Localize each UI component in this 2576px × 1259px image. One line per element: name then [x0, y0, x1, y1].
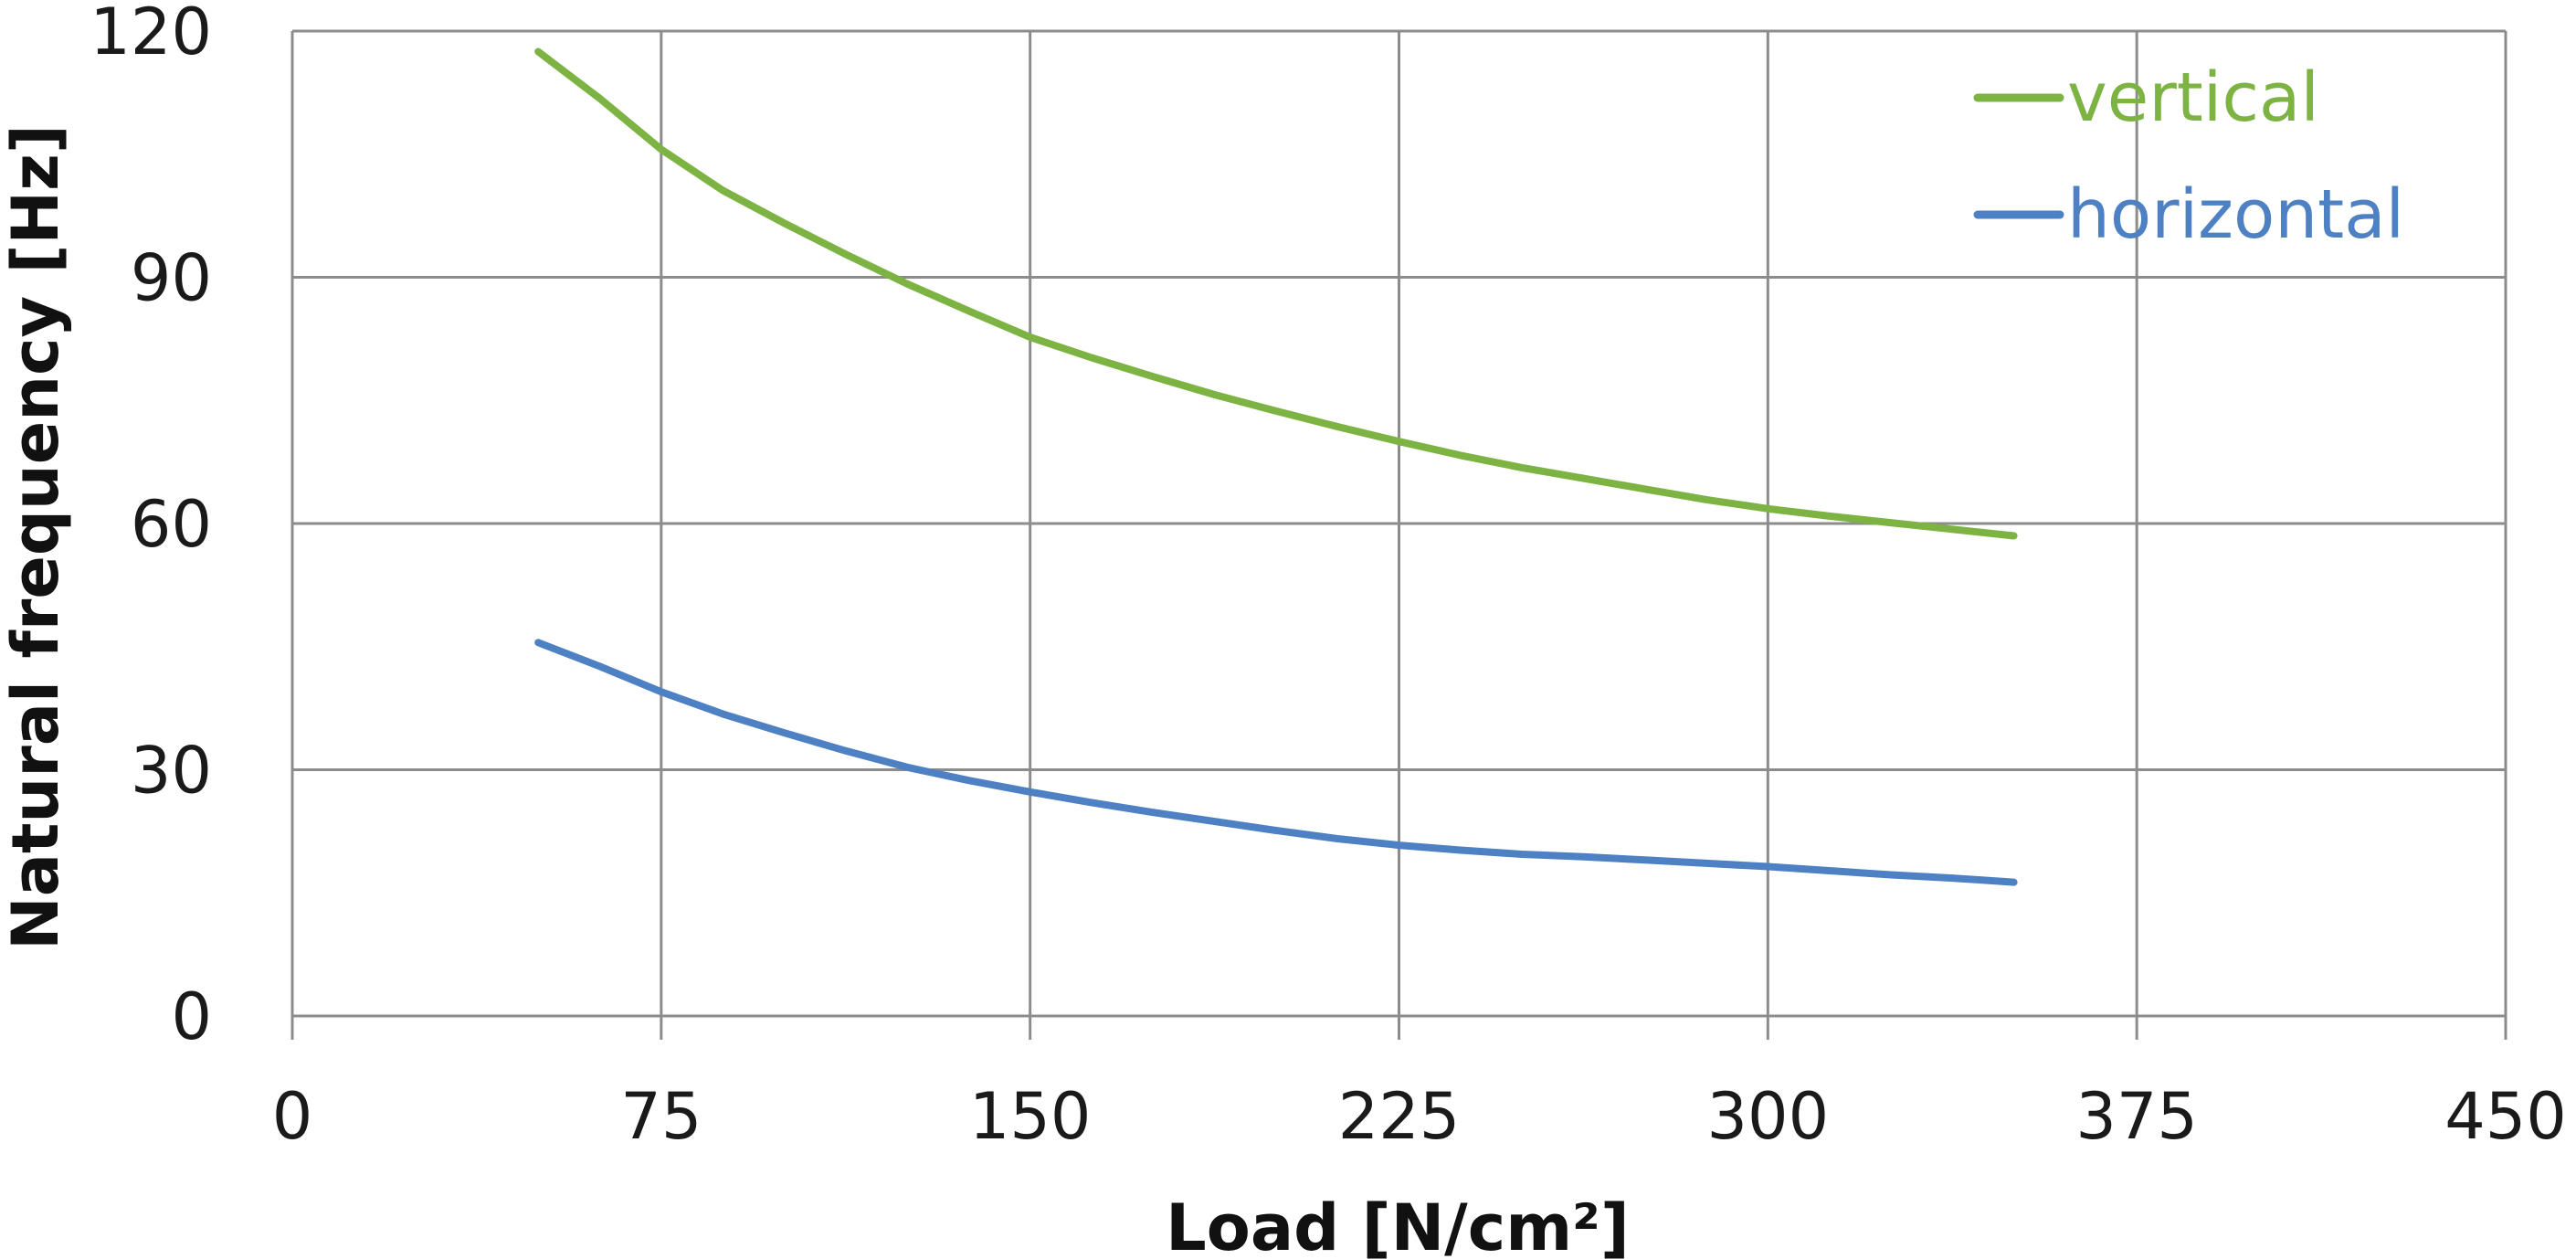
x-tick-label: 75	[620, 1079, 702, 1154]
x-tick-label: 300	[1707, 1079, 1830, 1154]
x-tick-label: 450	[2444, 1079, 2567, 1154]
y-tick-label: 90	[131, 241, 212, 316]
x-tick-label: 225	[1338, 1079, 1461, 1154]
legend-label-vertical: vertical	[2067, 58, 2319, 137]
grid	[290, 29, 2507, 1040]
y-axis-title: Natural frequency [Hz]	[0, 124, 73, 950]
x-axis-tick-labels: 0 75 150 225 300 375 450	[272, 1079, 2567, 1154]
x-tick-label: 0	[272, 1079, 313, 1154]
legend-label-horizontal: horizontal	[2067, 175, 2404, 254]
y-tick-label: 120	[90, 0, 212, 69]
y-axis-tick-labels: 0 30 60 90 120	[90, 0, 212, 1054]
x-tick-label: 150	[969, 1079, 1092, 1154]
y-tick-label: 30	[131, 734, 212, 809]
series-lines	[534, 48, 2018, 886]
legend: vertical horizontal	[1973, 58, 2404, 254]
y-tick-label: 60	[131, 487, 212, 562]
x-tick-label: 375	[2075, 1079, 2198, 1154]
series-line-vertical	[534, 48, 2018, 540]
x-axis-title: Load [N/cm²]	[1166, 1190, 1630, 1259]
series-line-horizontal	[534, 639, 2018, 886]
y-tick-label: 0	[171, 979, 212, 1054]
